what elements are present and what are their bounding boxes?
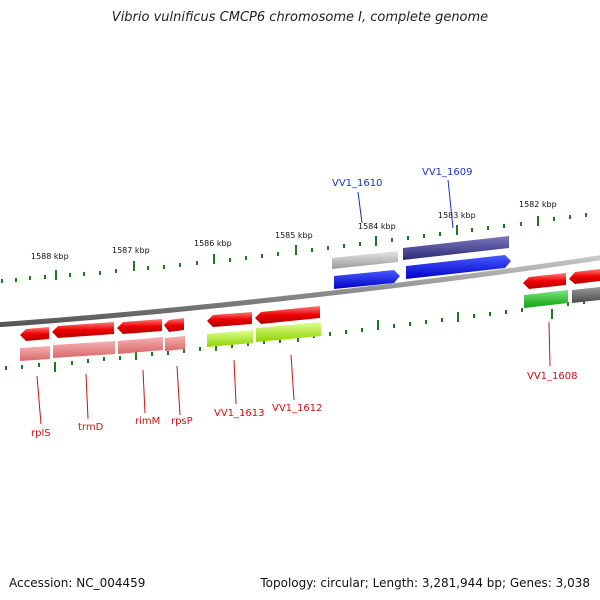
gene-arrow-rpsp [164,318,184,332]
gene-label-vv1-1613: VV1_1613 [214,408,265,419]
bar-pink [165,336,185,351]
gene-arrow-navy [403,236,509,260]
bar-pink [118,337,163,354]
bar-pink [20,346,50,361]
gene-arrow-edge [569,269,600,284]
gene-arrow-vv1-1612 [255,306,320,324]
gene-arrow-rpls [20,327,49,341]
outer-ruler [1,213,587,283]
kbp-label: 1587 kbp [112,246,150,255]
gene-label-vv1-1612: VV1_1612 [272,403,323,414]
accession-label: Accession: NC_004459 [9,576,146,590]
genome-summary: Topology: circular; Length: 3,281,944 bp… [260,576,590,590]
bar-lime [256,322,321,342]
gene-label-vv1-1609: VV1_1609 [422,167,473,178]
bar-green [524,290,568,308]
reverse-genes[interactable] [20,269,600,341]
gene-arrow-vv1-1608 [523,273,566,289]
gene-label-vv1-1608: VV1_1608 [527,371,578,382]
gene-arrow-grey [332,251,398,269]
bar-dark [572,287,600,303]
kbp-label: 1585 kbp [275,231,313,240]
gene-label-rpsp: rpsP [171,416,193,427]
annotation-bars [20,287,600,361]
bar-lime [207,330,253,347]
gene-label-rimm: rimM [135,416,160,427]
kbp-label: 1586 kbp [194,239,232,248]
gene-arrow-rimm [117,319,162,334]
map-title: Vibrio vulnificus CMCP6 chromosome I, co… [111,10,489,25]
gene-label-trmd: trmD [78,422,104,433]
gene-arrow-vv1-1613 [207,312,252,327]
gene-arrow-vv1-1609 [406,255,511,279]
kbp-label: 1583 kbp [438,211,476,220]
kbp-label: 1584 kbp [358,222,396,231]
chromosome-backbone [0,255,600,328]
gene-label-vv1-1610: VV1_1610 [332,178,383,189]
leader-lines [36,179,551,425]
forward-genes[interactable] [332,236,511,289]
bar-pink [53,341,115,358]
kbp-label: 1582 kbp [519,200,557,209]
gene-arrow-trmd [52,322,114,338]
kbp-label: 1588 kbp [31,252,69,261]
gene-arrow-vv1-1610 [334,270,400,289]
gene-label-rpls: rplS [31,428,51,439]
